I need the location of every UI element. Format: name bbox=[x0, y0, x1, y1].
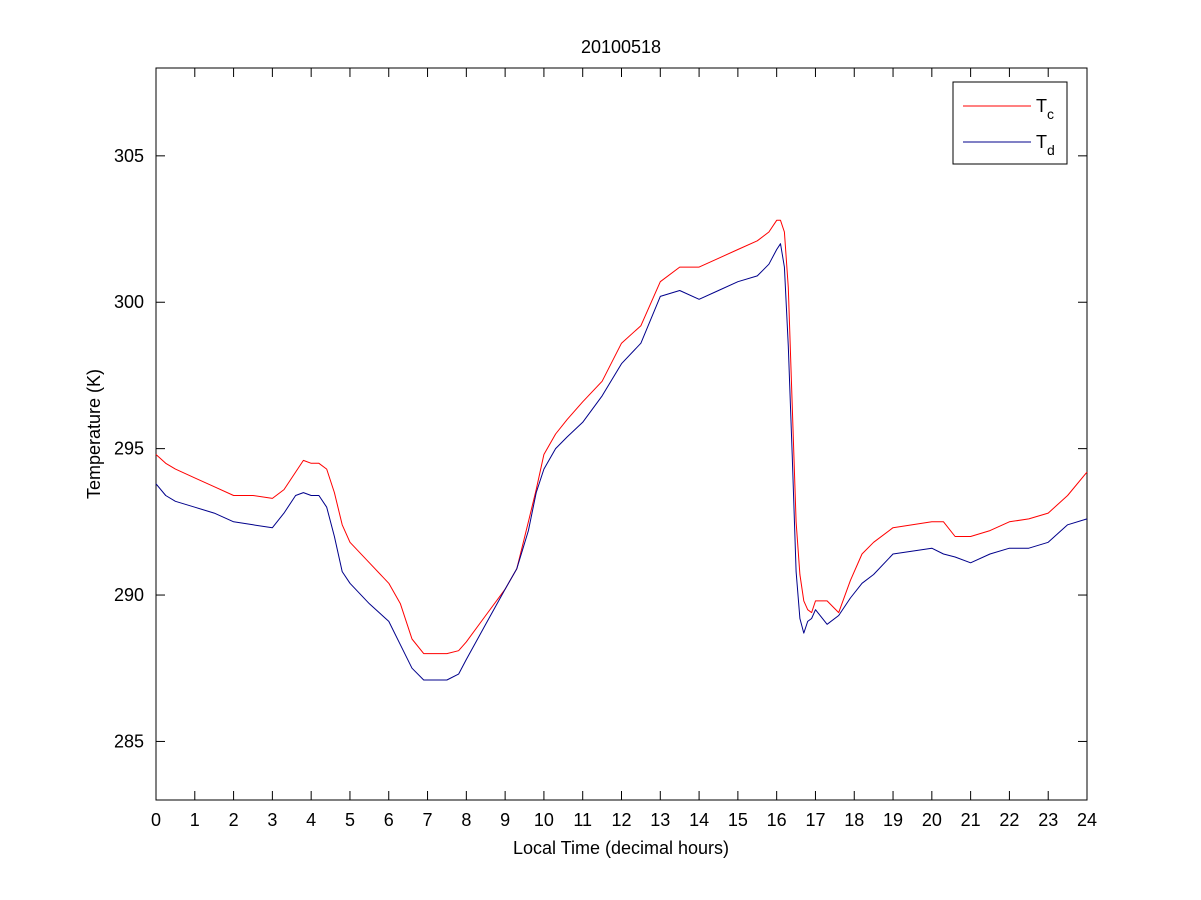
x-tick-label: 3 bbox=[267, 810, 277, 830]
x-tick-labels: 0 1 2 3 4 5 6 7 8 9 10 11 12 13 14 15 16 17 18 19 20 21 22 23 24 bbox=[151, 810, 1097, 830]
x-tick-label: 5 bbox=[345, 810, 355, 830]
x-tick-label: 15 bbox=[728, 810, 748, 830]
x-tick-label: 14 bbox=[689, 810, 709, 830]
x-tick-label: 8 bbox=[461, 810, 471, 830]
x-tick-label: 12 bbox=[611, 810, 631, 830]
y-tick-label: 290 bbox=[114, 585, 144, 605]
series-line-d bbox=[155, 243, 1088, 681]
x-tick-label: 9 bbox=[500, 810, 510, 830]
x-axis-label: Local Time (decimal hours) bbox=[513, 838, 729, 858]
x-tick-label: 19 bbox=[883, 810, 903, 830]
x-tick-label: 2 bbox=[229, 810, 239, 830]
legend-label-td: Td bbox=[1036, 132, 1055, 158]
x-tick-label: 22 bbox=[999, 810, 1019, 830]
x-tick-label: 11 bbox=[573, 810, 592, 830]
x-tick-label: 21 bbox=[961, 810, 981, 830]
x-tick-label: 13 bbox=[650, 810, 670, 830]
x-tick-label: 6 bbox=[384, 810, 394, 830]
x-tick-label: 16 bbox=[767, 810, 787, 830]
x-tick-label: 1 bbox=[190, 810, 200, 830]
y-axis-label: Temperature (K) bbox=[84, 369, 104, 499]
series-layer bbox=[155, 219, 1088, 681]
y-tick-label: 305 bbox=[114, 146, 144, 166]
x-tick-label: 17 bbox=[805, 810, 825, 830]
legend-label-tc: Tc bbox=[1036, 96, 1054, 122]
x-tick-label: 7 bbox=[423, 810, 433, 830]
x-tick-label: 23 bbox=[1038, 810, 1058, 830]
x-tick-label: 10 bbox=[534, 810, 554, 830]
chart-title: 20100518 bbox=[581, 37, 661, 57]
series-line-c bbox=[155, 219, 1088, 655]
y-tick-label: 300 bbox=[114, 292, 144, 312]
axis-ticks bbox=[155, 68, 1088, 800]
y-tick-label: 285 bbox=[114, 731, 144, 751]
y-tick-labels: 285 290 295 300 305 bbox=[114, 146, 144, 752]
plot-frame bbox=[155, 67, 1088, 801]
x-tick-label: 0 bbox=[151, 810, 161, 830]
x-tick-label: 18 bbox=[844, 810, 864, 830]
legend-box bbox=[952, 81, 1068, 165]
x-tick-label: 4 bbox=[306, 810, 316, 830]
x-tick-label: 24 bbox=[1077, 810, 1097, 830]
y-tick-label: 295 bbox=[114, 439, 144, 459]
x-tick-label: 20 bbox=[922, 810, 942, 830]
legend: Tc Td bbox=[952, 81, 1068, 165]
plot-area bbox=[155, 67, 1088, 801]
